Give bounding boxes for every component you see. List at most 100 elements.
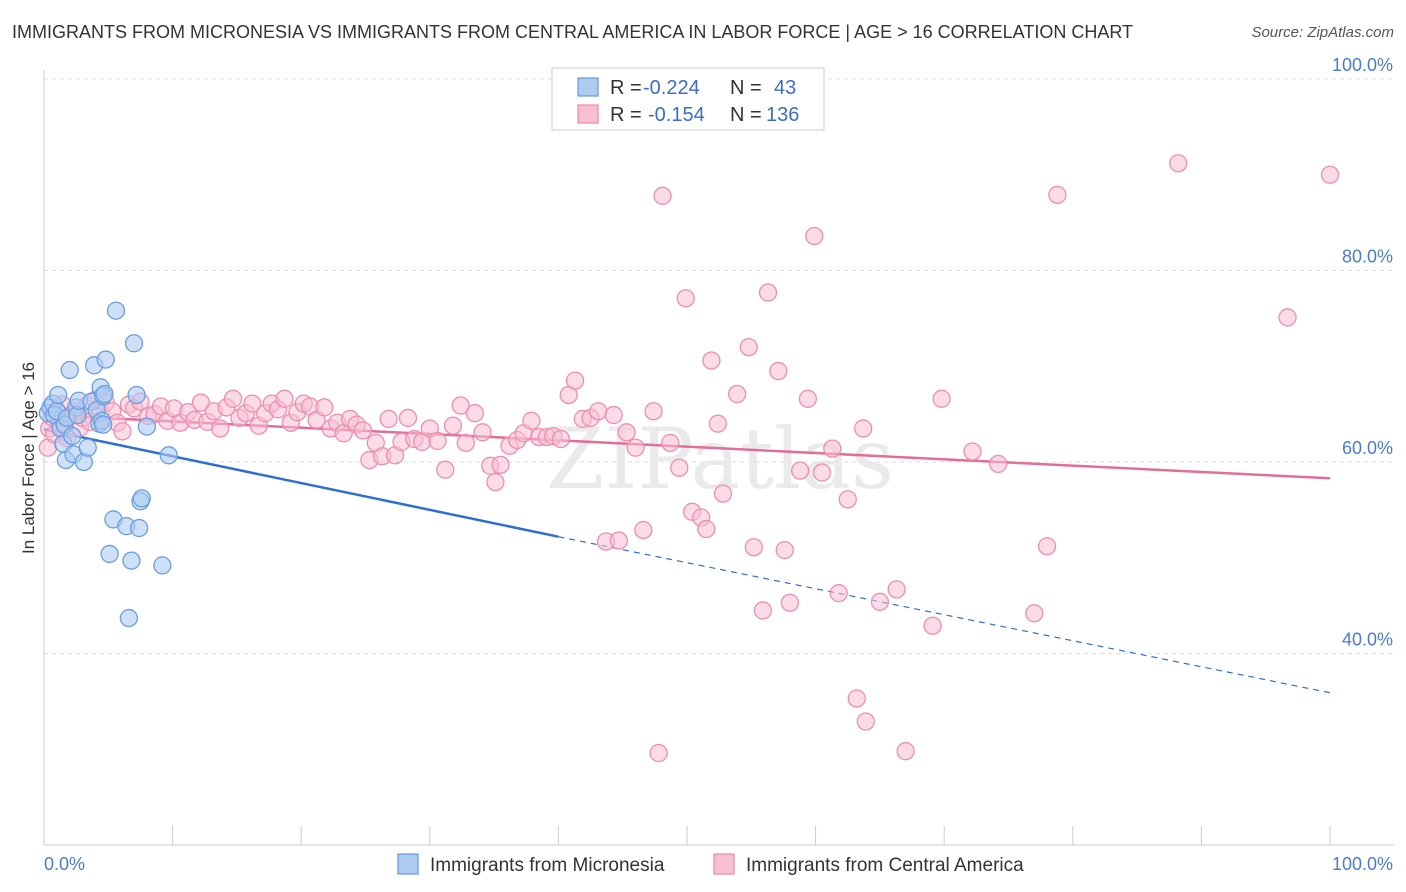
- central-america-point: [353, 421, 373, 440]
- micronesia-point: [63, 426, 82, 446]
- central-america-point: [728, 384, 747, 404]
- micronesia-point: [96, 350, 115, 369]
- central-america-point: [838, 490, 857, 509]
- central-america-point: [398, 408, 418, 428]
- chart-title: IMMIGRANTS FROM MICRONESIA VS IMMIGRANTS…: [12, 22, 1133, 42]
- central-america-point: [758, 283, 778, 302]
- micronesia-point: [94, 415, 113, 434]
- trend-line-micronesia-extension: [558, 536, 1331, 694]
- series-legend-label-micronesia: Immigrants from Micronesia: [430, 855, 665, 876]
- central-america-point: [775, 540, 794, 560]
- micronesia-point: [106, 301, 126, 320]
- micronesia-point: [100, 544, 119, 564]
- central-america-point: [780, 593, 800, 612]
- central-america-point: [1278, 308, 1297, 327]
- central-america-point: [451, 396, 470, 415]
- central-america-point: [113, 422, 132, 441]
- micronesia-point: [159, 446, 178, 465]
- series-legend: Immigrants from Micronesia Immigrants fr…: [397, 853, 1024, 876]
- central-america-point: [1169, 154, 1188, 173]
- central-america-point: [753, 601, 773, 620]
- central-america-point: [661, 433, 680, 453]
- micronesia-point: [130, 518, 149, 538]
- central-america-point: [870, 592, 890, 611]
- axes: [43, 70, 1394, 846]
- central-america-point: [798, 389, 818, 408]
- central-america-point: [486, 472, 505, 492]
- central-america-point: [963, 442, 982, 461]
- central-america-point: [456, 433, 475, 453]
- central-america-point: [856, 712, 875, 731]
- legend-n-value-2: 136: [766, 104, 799, 126]
- central-america-point: [191, 393, 211, 412]
- central-america-point: [670, 458, 689, 477]
- central-america-point: [697, 519, 716, 539]
- grid-lines: [44, 78, 1394, 654]
- central-america-point: [713, 484, 733, 503]
- series-legend-swatch-micronesia: [397, 853, 419, 875]
- central-america-point: [211, 419, 230, 438]
- chart-source: Source: ZipAtlas.com: [1251, 24, 1394, 41]
- series-legend-label-central-america: Immigrants from Central America: [746, 855, 1024, 876]
- central-america-point: [739, 337, 758, 357]
- y-tick-label-80: 80.0%: [1342, 247, 1393, 267]
- central-america-point: [379, 409, 398, 429]
- central-america-point: [823, 439, 842, 458]
- legend-swatch-micronesia: [577, 77, 599, 97]
- micronesia-point: [78, 438, 97, 457]
- series-legend-swatch-central-america: [713, 853, 735, 875]
- x-tick-marks: [43, 826, 1331, 845]
- central-america-point: [223, 389, 243, 408]
- central-america-point: [626, 438, 645, 457]
- micronesia-point: [119, 608, 139, 628]
- central-america-point: [1025, 604, 1044, 623]
- central-america-point: [243, 394, 262, 413]
- central-america-point: [604, 405, 623, 425]
- micronesia-point: [124, 334, 144, 353]
- central-america-point: [1320, 165, 1340, 184]
- central-america-point: [443, 416, 463, 435]
- central-america-point: [829, 584, 848, 603]
- y-tick-labels: 40.0% 60.0% 80.0% 100.0%: [1332, 55, 1393, 650]
- central-america-point: [649, 743, 668, 763]
- legend-r-label-2: R =: [610, 104, 642, 126]
- central-america-point: [473, 423, 492, 442]
- central-america-point: [634, 520, 653, 540]
- central-america-point: [565, 371, 585, 390]
- central-america-point: [676, 289, 695, 308]
- central-america-point: [436, 460, 455, 479]
- series-central-america: [38, 154, 1340, 763]
- central-america-point: [1048, 185, 1067, 205]
- legend-n-label-1: N =: [730, 77, 762, 99]
- central-america-point: [812, 463, 832, 482]
- central-america-point: [932, 389, 951, 408]
- trend-line-micronesia: [43, 428, 559, 538]
- central-america-point: [702, 351, 721, 370]
- central-america-point: [428, 431, 447, 451]
- central-america-point: [769, 361, 788, 381]
- central-america-point: [589, 402, 608, 421]
- x-tick-label-0: 0.0%: [44, 854, 85, 874]
- central-america-point: [315, 398, 334, 417]
- central-america-point: [653, 186, 672, 205]
- series-micronesia: [38, 301, 178, 628]
- micronesia-point: [127, 385, 146, 405]
- legend-r-value-1: -0.224: [643, 77, 700, 99]
- micronesia-point: [95, 384, 114, 404]
- micronesia-point: [132, 489, 151, 508]
- micronesia-point: [48, 385, 68, 405]
- central-america-point: [1037, 537, 1057, 556]
- legend-swatch-central-america: [577, 104, 599, 124]
- central-america-point: [617, 423, 636, 442]
- central-america-point: [708, 414, 728, 433]
- y-tick-label-100: 100.0%: [1332, 55, 1393, 75]
- central-america-point: [791, 461, 810, 480]
- micronesia-point: [60, 360, 79, 380]
- x-tick-labels: 0.0% 100.0%: [44, 854, 1393, 874]
- y-tick-label-60: 60.0%: [1342, 438, 1393, 458]
- x-tick-label-100: 100.0%: [1332, 854, 1393, 874]
- y-tick-label-40: 40.0%: [1342, 630, 1393, 650]
- central-america-point: [522, 411, 541, 430]
- central-america-point: [491, 455, 510, 475]
- legend-r-label-1: R =: [610, 77, 642, 99]
